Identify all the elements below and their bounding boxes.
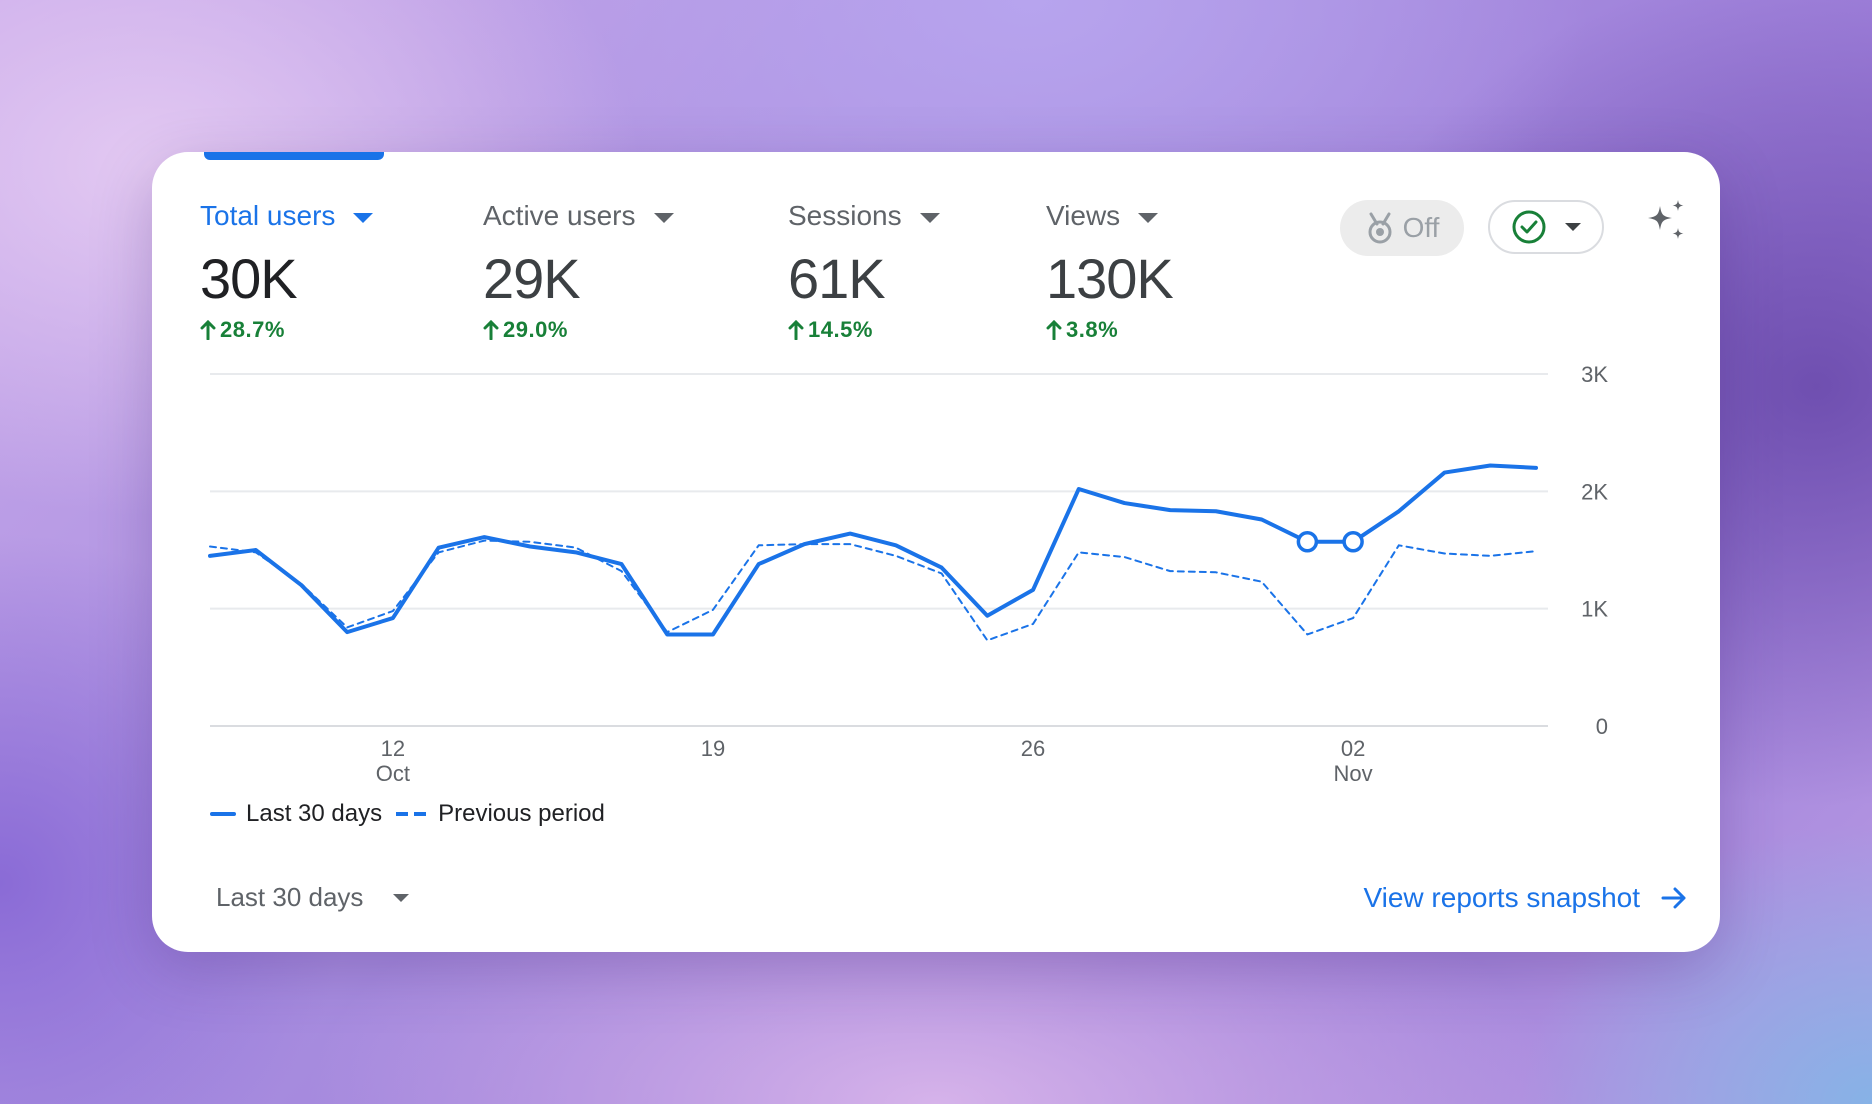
caret-down-icon: [653, 212, 674, 223]
insights-toggle-label: Off: [1402, 212, 1440, 243]
dashed-line-swatch: [396, 812, 427, 816]
metric-label-text: Total users: [200, 200, 336, 231]
arrow-right-icon: [1661, 887, 1686, 909]
sparkle-icon[interactable]: [1642, 198, 1690, 246]
legend-item-previous-period[interactable]: Previous period: [396, 800, 605, 828]
y-tick-label: 3K: [1581, 362, 1608, 387]
chart-legend: Last 30 days Previous period: [210, 800, 619, 828]
metric-label-text: Sessions: [788, 200, 902, 231]
arrow-up-icon: [200, 320, 216, 340]
metric-change: 28.7%: [200, 317, 373, 343]
metric-label[interactable]: Views: [1046, 200, 1173, 232]
caret-down-icon: [1138, 212, 1159, 223]
arrow-up-icon: [788, 320, 804, 340]
metric-label-text: Views: [1046, 200, 1121, 231]
check-circle-icon: [1512, 210, 1546, 244]
data-point-marker: [1296, 531, 1319, 553]
metric-value: 30K: [200, 247, 298, 310]
metric-change: 29.0%: [483, 317, 674, 343]
metric-change-text: 3.8%: [1066, 317, 1119, 342]
date-range-label: Last 30 days: [216, 882, 364, 912]
metric-views[interactable]: Views 130K 3.8%: [1046, 200, 1174, 343]
caret-down-icon: [1565, 223, 1581, 231]
metric-change-text: 14.5%: [808, 317, 873, 342]
date-range-selector[interactable]: Last 30 days: [216, 882, 410, 913]
metric-label[interactable]: Sessions: [788, 200, 940, 232]
metric-change: 14.5%: [788, 317, 940, 343]
x-tick-label: 19: [701, 736, 725, 761]
x-tick-label: 12: [381, 736, 405, 761]
solid-line-swatch: [210, 812, 236, 816]
snapshot-link-label: View reports snapshot: [1363, 882, 1640, 913]
x-tick-label: 02: [1341, 736, 1365, 761]
metric-change: 3.8%: [1046, 317, 1173, 343]
y-tick-label: 0: [1596, 714, 1608, 739]
metric-value: 29K: [483, 247, 581, 310]
metric-change-text: 29.0%: [503, 317, 568, 342]
compare-dropdown[interactable]: [1488, 200, 1604, 254]
active-tab-indicator: [204, 152, 384, 160]
legend-label: Previous period: [438, 800, 605, 827]
metric-sessions[interactable]: Sessions 61K 14.5%: [788, 200, 940, 343]
x-tick-label: 26: [1021, 736, 1045, 761]
caret-down-icon: [393, 893, 410, 902]
summary-card: Total users 30K 28.7% Active users 29K 2…: [152, 152, 1720, 952]
x-tick-month-label: Oct: [376, 761, 410, 786]
y-tick-label: 1K: [1581, 597, 1608, 622]
metric-value: 130K: [1046, 247, 1174, 310]
view-reports-snapshot-link[interactable]: View reports snapshot: [1363, 882, 1688, 914]
metric-change-text: 28.7%: [220, 317, 285, 342]
x-tick-month-label: Nov: [1334, 761, 1373, 786]
badge-icon: [1368, 212, 1392, 244]
arrow-up-icon: [1046, 320, 1062, 340]
data-point-marker: [1342, 531, 1364, 553]
legend-item-last-30-days[interactable]: Last 30 days: [210, 800, 382, 828]
arrow-up-icon: [483, 320, 499, 340]
caret-down-icon: [919, 212, 940, 223]
metric-label[interactable]: Active users: [483, 200, 674, 232]
metric-label[interactable]: Total users: [200, 200, 374, 232]
metric-active-users[interactable]: Active users 29K 29.0%: [483, 200, 674, 343]
legend-label: Last 30 days: [246, 800, 383, 827]
metric-value: 61K: [788, 247, 886, 310]
metric-total-users[interactable]: Total users 30K 28.7%: [200, 200, 374, 343]
metric-label-text: Active users: [483, 200, 636, 231]
y-tick-label: 2K: [1581, 479, 1608, 504]
caret-down-icon: [353, 212, 374, 223]
insights-toggle[interactable]: Off: [1340, 200, 1464, 256]
